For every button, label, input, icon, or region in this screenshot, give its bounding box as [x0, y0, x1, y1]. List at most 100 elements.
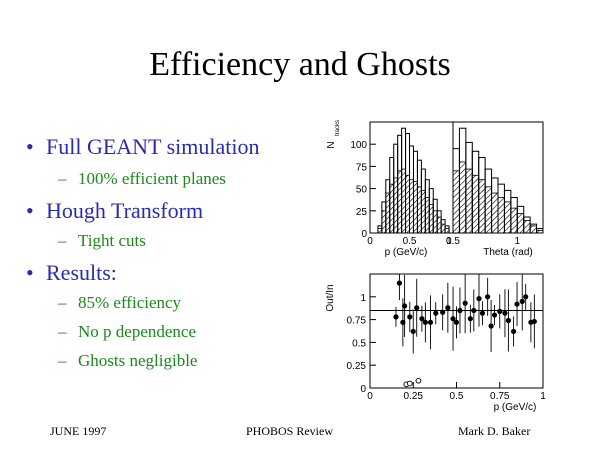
data-point	[485, 294, 491, 300]
x-axis-label: p (GeV/c)	[494, 402, 537, 413]
data-point	[476, 296, 482, 302]
x-tick-label: 1	[515, 236, 521, 247]
y-tick-label: 0.25	[347, 361, 367, 372]
data-point	[393, 314, 399, 320]
x-tick-label: 0.5	[446, 236, 460, 247]
x-axis-label: p (GeV/c)	[385, 247, 428, 258]
hatched-bar	[471, 174, 480, 234]
bullet-text: Hough Transform	[46, 198, 204, 223]
data-point	[414, 305, 420, 311]
sub-bullet-text: Tight cuts	[78, 231, 146, 250]
bullet-text: Full GEANT simulation	[46, 134, 260, 159]
hatched-bar	[510, 207, 518, 234]
hatched-bar	[491, 192, 499, 234]
x-tick-label: 0.25	[404, 391, 424, 402]
sub-bullet-item: –100% efficient planes	[58, 169, 226, 189]
ghost-point	[406, 380, 413, 387]
hatched-bar	[420, 189, 426, 234]
footer-date: JUNE 1997	[50, 424, 107, 438]
x-tick-label: 0.5	[403, 236, 417, 247]
x-tick-label: 1	[446, 236, 452, 247]
data-point	[510, 328, 517, 335]
hatched-bar	[497, 197, 505, 234]
ghost-point	[415, 377, 422, 384]
dash-icon: –	[58, 169, 67, 188]
slide-title: Efficiency and Ghosts	[149, 46, 451, 83]
data-point	[462, 300, 468, 306]
hatched-bar	[452, 170, 460, 234]
bullet-item: • Results:	[26, 260, 117, 286]
hatched-bar	[417, 186, 422, 234]
hatched-bar	[436, 216, 442, 234]
y-tick-label: 75	[356, 162, 368, 173]
hatched-bar	[484, 186, 492, 234]
hatched-bar	[432, 210, 438, 234]
outline-bar	[536, 228, 544, 234]
x-tick-label: 0.75	[490, 391, 510, 402]
sub-bullet-item: – Ghosts negligible	[58, 351, 197, 371]
sub-bullet-item: –85% efficiency	[58, 293, 181, 313]
data-point	[422, 319, 428, 325]
y-tick-label: 0.5	[352, 338, 366, 349]
data-point	[505, 317, 511, 324]
data-point	[433, 310, 439, 316]
data-point	[488, 323, 494, 329]
hatched-bar	[444, 228, 450, 234]
data-point	[502, 310, 508, 316]
hatched-bar	[459, 161, 467, 234]
footer-author: Mark D. Baker	[458, 424, 531, 438]
data-point	[453, 319, 460, 325]
sub-bullet-text: 100% efficient planes	[78, 169, 226, 188]
data-point	[523, 294, 529, 300]
x-axis-label: Theta (rad)	[483, 247, 532, 258]
y-tick-label: 0	[361, 229, 367, 240]
y-axis-label: N	[326, 141, 337, 148]
hatched-bar	[504, 201, 512, 234]
hatched-bar	[381, 210, 387, 234]
x-tick-label: 0	[367, 391, 373, 402]
hatched-bar	[440, 223, 446, 234]
hatched-bar	[478, 179, 486, 234]
y-axis-label: Out/In	[325, 284, 336, 311]
hatched-bar	[377, 228, 383, 234]
hatched-bar	[424, 197, 430, 234]
data-point	[471, 307, 477, 314]
hatched-bar	[393, 177, 399, 234]
y-tick-label: 25	[356, 207, 368, 218]
dash-icon: –	[58, 293, 67, 312]
data-point	[407, 314, 413, 320]
y-tick-label: 0.75	[347, 316, 367, 327]
y-axis-label-subscript: tracks	[335, 120, 341, 136]
bullet-dot-icon: •	[26, 134, 34, 159]
bullet-item: • Hough Transform	[26, 198, 203, 224]
data-point	[419, 316, 425, 322]
data-point	[479, 310, 486, 316]
data-point	[514, 301, 520, 307]
hatched-bar	[397, 170, 403, 234]
sub-bullet-item: – No p dependence	[58, 322, 196, 342]
hatched-bar	[413, 181, 418, 234]
hatched-bar	[389, 183, 395, 234]
data-point	[467, 316, 473, 322]
data-point	[450, 316, 456, 322]
data-point	[491, 312, 498, 318]
footer-event: PHOBOS Review	[246, 424, 334, 438]
dash-icon: –	[58, 322, 67, 341]
data-point	[402, 303, 408, 309]
sub-bullet-item: – Tight cuts	[58, 231, 146, 251]
data-point	[519, 298, 525, 304]
data-point	[440, 309, 446, 315]
x-tick-label: 0.5	[450, 391, 464, 402]
bullet-text: Results:	[46, 260, 117, 285]
x-tick-label: 1	[540, 391, 546, 402]
bullet-item: • Full GEANT simulation	[26, 134, 260, 160]
y-tick-label: 100	[350, 140, 367, 151]
data-point	[396, 280, 403, 286]
y-tick-label: 50	[356, 185, 368, 196]
hatched-bar	[385, 192, 391, 234]
data-point	[457, 307, 463, 314]
